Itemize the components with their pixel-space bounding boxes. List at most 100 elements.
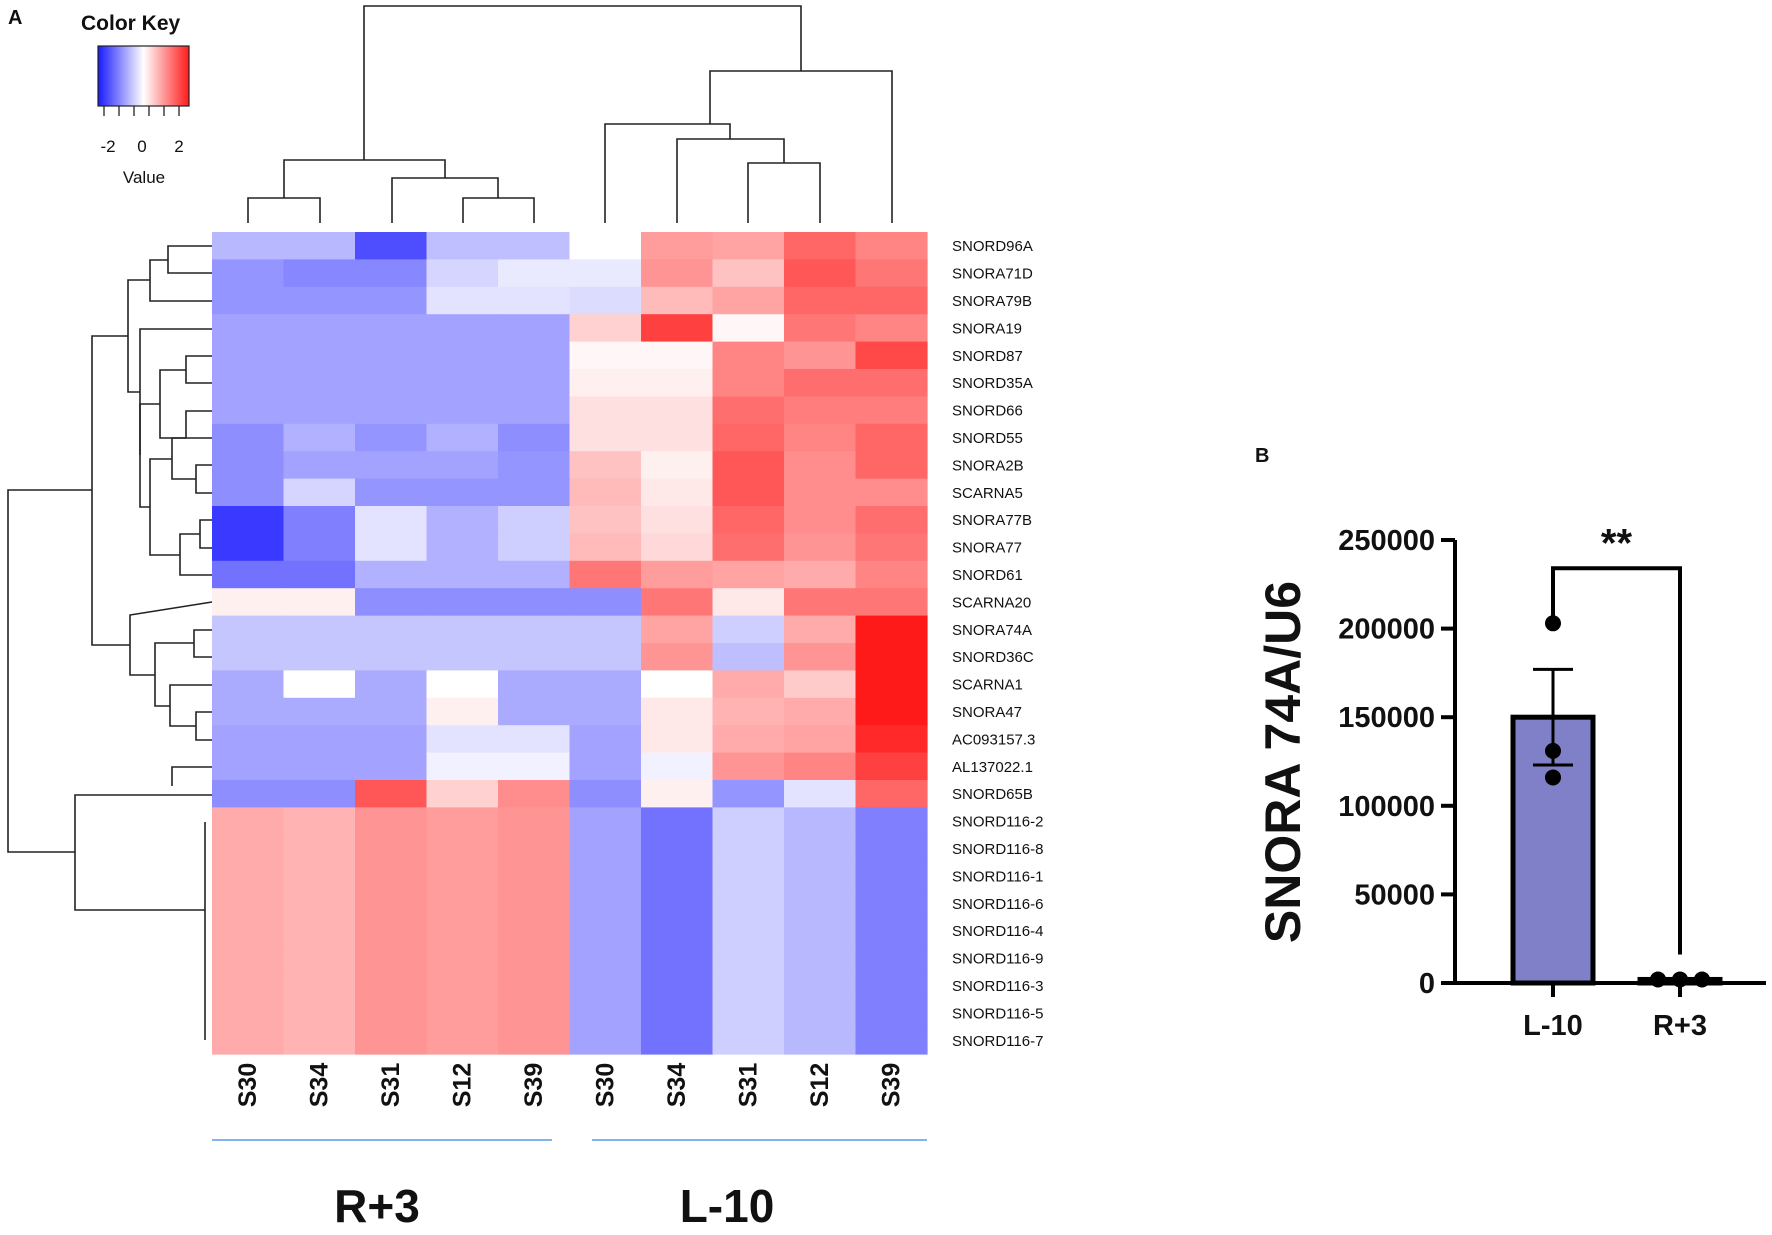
heatmap-cell — [426, 697, 499, 726]
y-tick-label: 0 — [1419, 968, 1435, 1000]
heatmap-cell — [283, 999, 356, 1028]
heatmap-cell — [426, 478, 499, 507]
heatmap-cell — [498, 889, 571, 918]
heatmap-cell — [498, 1026, 571, 1055]
heatmap-cell — [498, 232, 571, 260]
heatmap-cell — [569, 697, 642, 726]
heatmap-cell — [855, 752, 928, 781]
heatmap-cell — [212, 533, 285, 562]
heatmap-cell — [283, 780, 356, 808]
heatmap-cell — [855, 889, 928, 918]
color-key-tick: 2 — [174, 137, 183, 156]
heatmap-cell — [855, 478, 928, 507]
heatmap-cell — [426, 314, 499, 343]
row-label: SNORD116-7 — [952, 1033, 1043, 1050]
heatmap-cell — [569, 506, 642, 534]
heatmap-cell — [569, 423, 642, 452]
heatmap-cell — [855, 451, 928, 480]
heatmap-cell — [498, 862, 571, 891]
heatmap-cell — [569, 752, 642, 781]
heatmap-cell — [212, 780, 285, 808]
heatmap-cell — [641, 369, 714, 397]
heatmap-cell — [641, 725, 714, 754]
column-label: S34 — [663, 1063, 691, 1108]
heatmap-cell — [712, 670, 785, 699]
row-label: SNORD65B — [952, 786, 1033, 803]
heatmap-cell — [569, 725, 642, 754]
y-tick-label: 150000 — [1338, 702, 1435, 734]
heatmap-cell — [855, 780, 928, 808]
heatmap-cell — [569, 670, 642, 699]
heatmap-cell — [355, 423, 428, 452]
heatmap-cell — [784, 725, 857, 754]
heatmap-cell — [355, 999, 428, 1028]
heatmap-cell — [641, 259, 714, 288]
row-label: AC093157.3 — [952, 731, 1035, 748]
heatmap-cell — [355, 369, 428, 397]
heatmap-cell — [784, 944, 857, 973]
heatmap-cell — [784, 396, 857, 425]
row-label: SNORD87 — [952, 348, 1023, 365]
heatmap-cell — [784, 341, 857, 370]
group-label-l10: L-10 — [680, 1180, 775, 1232]
heatmap-cell — [283, 314, 356, 343]
heatmap-cell — [355, 917, 428, 945]
heatmap-cell — [569, 341, 642, 370]
heatmap-cell — [641, 889, 714, 918]
heatmap-cell — [283, 725, 356, 754]
heatmap-cell — [712, 725, 785, 754]
heatmap-cell — [569, 807, 642, 836]
heatmap-cell — [712, 643, 785, 671]
group-label-r3: R+3 — [334, 1180, 420, 1232]
heatmap-cell — [212, 232, 285, 260]
heatmap-cell — [283, 259, 356, 288]
heatmap-cell — [355, 889, 428, 918]
heatmap-cell — [784, 834, 857, 863]
heatmap-cell — [355, 588, 428, 617]
heatmap-cell — [855, 807, 928, 836]
heatmap-cell — [641, 560, 714, 589]
heatmap-cell — [498, 478, 571, 507]
heatmap-cell — [784, 533, 857, 562]
heatmap-cell — [212, 478, 285, 507]
heatmap-cell — [641, 286, 714, 315]
heatmap-cell — [784, 752, 857, 781]
heatmap-cell — [712, 971, 785, 1000]
column-label: S12 — [806, 1063, 834, 1107]
heatmap-cell — [569, 259, 642, 288]
heatmap-cell — [855, 560, 928, 589]
heatmap-cell — [212, 396, 285, 425]
heatmap-cell — [212, 697, 285, 726]
heatmap-cell — [283, 643, 356, 671]
heatmap-cell — [855, 643, 928, 671]
heatmap-cell — [784, 889, 857, 918]
heatmap-cell — [641, 478, 714, 507]
heatmap-cell — [569, 971, 642, 1000]
heatmap-cell — [426, 971, 499, 1000]
heatmap-cell — [212, 560, 285, 589]
heatmap-cell — [355, 1026, 428, 1055]
heatmap-cell — [784, 478, 857, 507]
heatmap-cell — [355, 314, 428, 343]
heatmap-cell — [641, 670, 714, 699]
heatmap-cell — [855, 369, 928, 397]
heatmap-cell — [283, 396, 356, 425]
heatmap-cell — [641, 533, 714, 562]
heatmap-cell — [641, 643, 714, 671]
color-key-tick: 0 — [137, 137, 146, 156]
heatmap-cell — [426, 588, 499, 617]
heatmap-cell — [283, 560, 356, 589]
heatmap-cell — [855, 533, 928, 562]
heatmap-cell — [784, 451, 857, 480]
column-label: S34 — [305, 1063, 333, 1108]
row-label: AL137022.1 — [952, 759, 1033, 776]
heatmap-cell — [498, 807, 571, 836]
heatmap-cell — [712, 752, 785, 781]
column-label: S39 — [520, 1063, 548, 1107]
row-label: SNORA77B — [952, 512, 1032, 529]
heatmap-cell — [426, 560, 499, 589]
heatmap-cell — [712, 588, 785, 617]
heatmap-cell — [855, 396, 928, 425]
heatmap-cell — [784, 917, 857, 945]
heatmap-cell — [641, 999, 714, 1028]
